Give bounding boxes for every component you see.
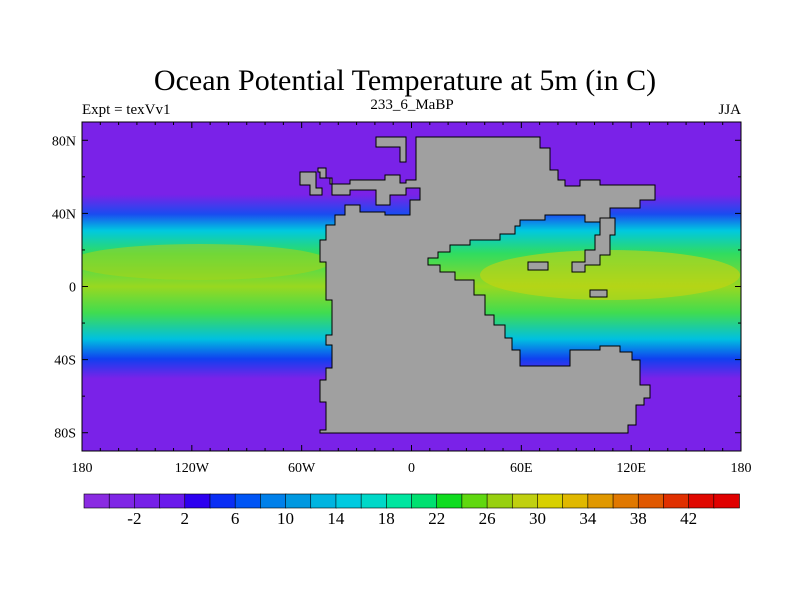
y-tick-label: 0 xyxy=(69,281,76,296)
colorbar-swatch xyxy=(411,493,438,509)
western-continent xyxy=(317,136,656,434)
colorbar-swatch xyxy=(637,493,665,509)
colorbar-swatch xyxy=(436,493,463,509)
colorbar-label: 42 xyxy=(680,509,697,528)
colorbar-swatch xyxy=(184,493,211,509)
colorbar-label: 30 xyxy=(529,509,546,528)
northern-peninsula xyxy=(375,136,407,163)
colorbar-label: 2 xyxy=(181,509,190,528)
x-tick-label: 180 xyxy=(72,461,93,476)
y-tick-label: 40S xyxy=(54,354,76,369)
colorbar-swatch xyxy=(386,493,413,509)
y-tick-label: 80N xyxy=(52,134,76,149)
x-tick-label: 60W xyxy=(288,461,316,476)
y-tick-label: 80S xyxy=(54,427,76,442)
colorbar-label: 26 xyxy=(479,509,496,528)
eastern-small-island xyxy=(589,289,608,298)
colorbar-swatch xyxy=(335,493,362,509)
colorbar-swatch xyxy=(486,493,514,509)
colorbar-swatch xyxy=(713,493,740,509)
colorbar-swatch xyxy=(134,493,161,509)
y-tick-label: 40N xyxy=(52,207,76,222)
colorbar-label: 34 xyxy=(579,509,597,528)
colorbar-label: 14 xyxy=(327,509,345,528)
chart-title: Ocean Potential Temperature at 5m (in C) xyxy=(154,64,656,97)
colorbar-swatch xyxy=(260,493,287,509)
colorbar-swatch xyxy=(234,493,262,509)
colorbar-swatch xyxy=(537,493,564,509)
colorbar-label: 6 xyxy=(231,509,240,528)
colorbar-swatch xyxy=(612,493,640,509)
x-tick-label: 180 xyxy=(731,461,752,476)
colorbar-swatch xyxy=(688,493,715,509)
colorbar-swatch xyxy=(461,493,488,509)
colorbar-swatch xyxy=(511,493,539,509)
colorbar-swatch xyxy=(360,493,388,509)
x-tick-label: 120E xyxy=(616,461,646,476)
subtitle-right: JJA xyxy=(718,102,741,118)
colorbar-label: 38 xyxy=(630,509,647,528)
subtitle-left: Expt = texVv1 xyxy=(82,102,170,118)
tethys-island xyxy=(527,261,549,271)
equatorial-warm-band xyxy=(82,244,330,280)
colorbar-label: 18 xyxy=(378,509,395,528)
colorbar-swatch xyxy=(285,493,312,509)
eastern-peninsula xyxy=(571,217,616,273)
colorbar-label: -2 xyxy=(127,509,141,528)
x-tick-label: 120W xyxy=(175,461,210,476)
subtitle-center: 233_6_MaBP xyxy=(370,97,453,113)
tethys-warm-pool xyxy=(480,250,740,300)
colorbar-swatch xyxy=(310,493,337,509)
northwest-island xyxy=(299,171,323,196)
colorbar-swatch xyxy=(159,493,186,509)
colorbar-swatch xyxy=(663,493,690,509)
x-axis: 180 120W 60W 0 60E 120E 180 xyxy=(72,122,752,476)
y-axis: 80N 40N 0 40S 80S xyxy=(52,134,741,442)
colorbar-swatch xyxy=(587,493,614,509)
colorbar-swatch xyxy=(83,493,110,509)
x-tick-label: 0 xyxy=(408,461,415,476)
colorbar-label: 10 xyxy=(277,509,294,528)
colorbar-swatch xyxy=(562,493,589,509)
colorbar-swatch xyxy=(108,493,136,509)
colorbar-swatch xyxy=(209,493,236,509)
colorbar-label: 22 xyxy=(428,509,445,528)
x-tick-label: 60E xyxy=(510,461,533,476)
colorbar: -2 2 6 10 14 18 22 26 30 34 38 42 xyxy=(83,493,740,528)
